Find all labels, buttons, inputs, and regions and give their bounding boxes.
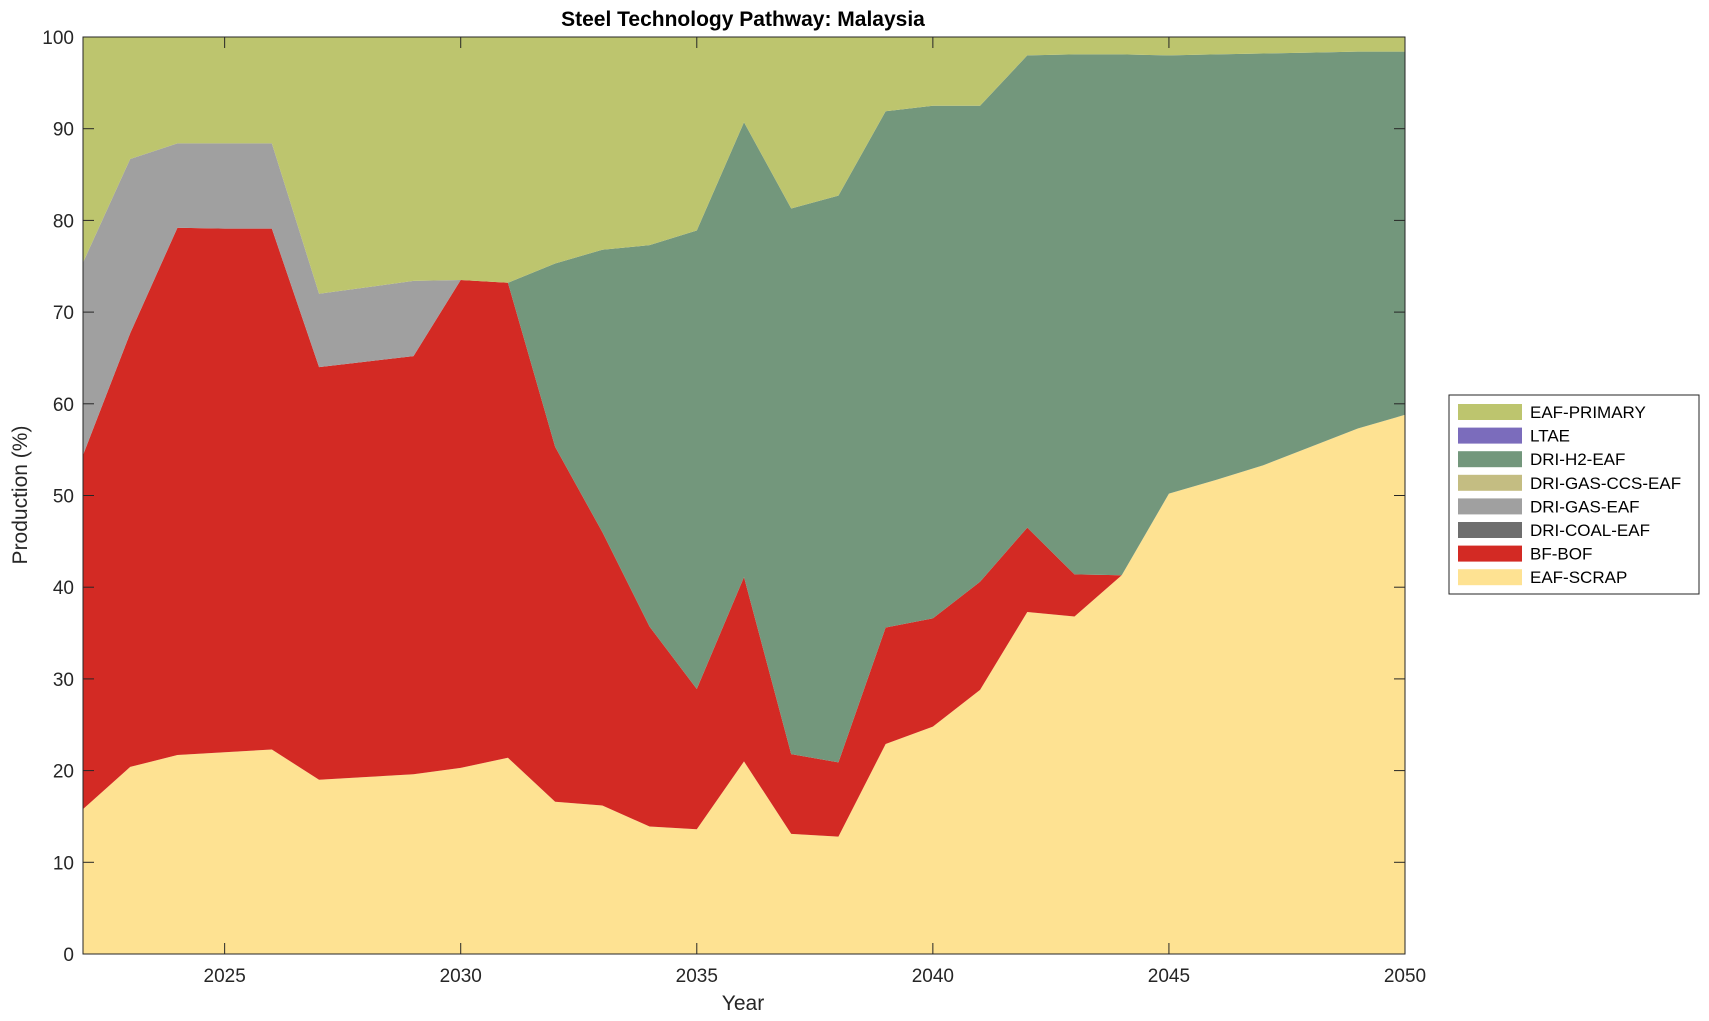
legend-label-dri-gas-eaf: DRI-GAS-EAF bbox=[1530, 497, 1640, 516]
y-tick-label: 0 bbox=[63, 945, 74, 966]
legend-label-bf-bof: BF-BOF bbox=[1530, 545, 1592, 564]
y-tick-label: 90 bbox=[53, 120, 74, 141]
legend-box bbox=[1448, 394, 1700, 595]
x-tick-label: 2030 bbox=[440, 966, 482, 987]
x-tick-label: 2050 bbox=[1384, 966, 1426, 987]
y-axis: 0 10 20 30 40 50 60 70 80 90 100 bbox=[42, 28, 1405, 966]
legend-swatch-eaf-scrap bbox=[1458, 569, 1522, 586]
area-dri-h2-eaf bbox=[83, 51, 1405, 763]
legend-swatch-dri-h2-eaf bbox=[1458, 451, 1522, 468]
legend-swatch-dri-gas-eaf bbox=[1458, 498, 1522, 515]
y-tick-label: 30 bbox=[53, 670, 74, 691]
area-eaf-primary bbox=[83, 37, 1405, 294]
x-tick-label: 2045 bbox=[1148, 966, 1190, 987]
legend-swatch-dri-gas-ccs-eaf bbox=[1458, 474, 1522, 491]
y-tick-label: 10 bbox=[53, 853, 74, 874]
x-tick-label: 2025 bbox=[204, 966, 246, 987]
y-tick-label: 70 bbox=[53, 303, 74, 324]
y-tick-label: 80 bbox=[53, 211, 74, 232]
chart-title: Steel Technology Pathway: Malaysia bbox=[561, 8, 925, 31]
x-tick-label: 2035 bbox=[676, 966, 718, 987]
area-dri-gas-eaf bbox=[83, 143, 1405, 763]
y-tick-label: 40 bbox=[53, 578, 74, 599]
y-tick-label: 100 bbox=[42, 28, 74, 49]
legend-swatch-ltae bbox=[1458, 427, 1522, 444]
legend-swatch-dri-coal-eaf bbox=[1458, 522, 1522, 538]
legend-label-dri-h2-eaf: DRI-H2-EAF bbox=[1530, 450, 1625, 469]
legend-label-dri-coal-eaf: DRI-COAL-EAF bbox=[1530, 521, 1650, 540]
y-tick-label: 20 bbox=[53, 762, 74, 783]
legend-label-ltae: LTAE bbox=[1530, 427, 1570, 446]
area-bf-bof bbox=[83, 227, 1405, 837]
legend: EAF-PRIMARY LTAE DRI-H2-EAF DRI-GAS-CCS-EAF… bbox=[1448, 394, 1700, 595]
y-axis-title: Production (%) bbox=[9, 426, 32, 565]
y-tick-label: 50 bbox=[53, 487, 74, 508]
y-tick-label: 60 bbox=[53, 395, 74, 416]
legend-swatch-bf-bof bbox=[1458, 545, 1522, 562]
area-layers bbox=[83, 37, 1405, 954]
legend-label-dri-gas-ccs-eaf: DRI-GAS-CCS-EAF bbox=[1530, 474, 1681, 493]
legend-label-eaf-scrap: EAF-SCRAP bbox=[1530, 568, 1627, 587]
legend-swatch-eaf-primary bbox=[1458, 404, 1522, 420]
area-eaf-scrap bbox=[83, 414, 1405, 954]
x-axis-title: Year bbox=[722, 992, 764, 1015]
x-tick-label: 2040 bbox=[912, 966, 954, 987]
x-axis: 2025 2030 2035 2040 2045 2050 bbox=[204, 37, 1426, 987]
legend-label-eaf-primary: EAF-PRIMARY bbox=[1530, 403, 1646, 422]
